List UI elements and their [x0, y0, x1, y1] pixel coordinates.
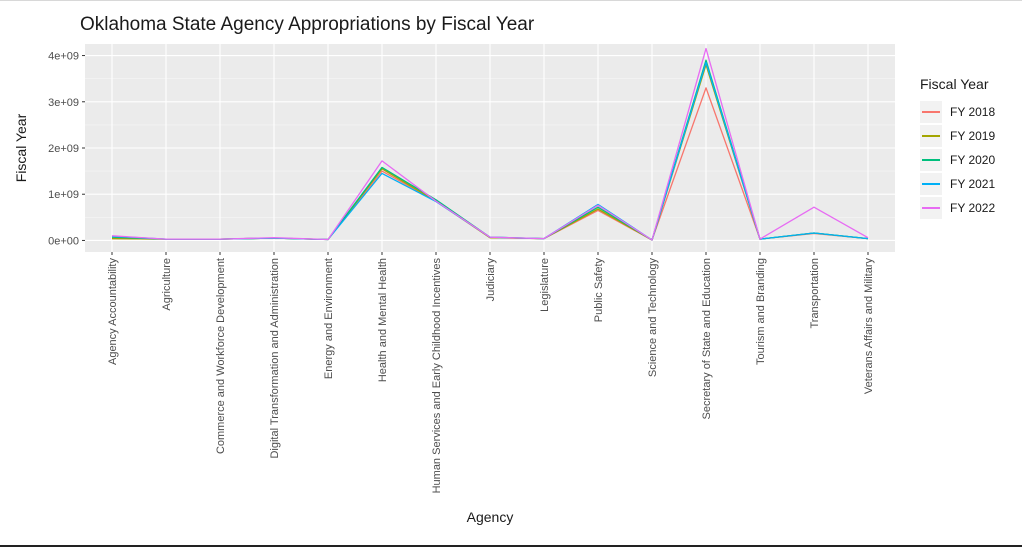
legend-label: FY 2018: [950, 105, 996, 119]
x-tick-label: Legislature: [539, 258, 551, 312]
legend-key: [920, 101, 942, 123]
x-tick-label: Veterans Affairs and Military: [863, 258, 875, 395]
legend-item: FY 2022: [920, 196, 1020, 220]
legend-swatch: [922, 159, 940, 161]
legend-label: FY 2021: [950, 177, 996, 191]
legend-items: FY 2018 FY 2019 FY 2020 FY 2021 FY 2022: [920, 100, 1020, 220]
x-tick-label: Human Services and Early Childhood Incen…: [431, 258, 443, 494]
legend-item: FY 2021: [920, 172, 1020, 196]
legend-label: FY 2019: [950, 129, 996, 143]
legend-swatch: [922, 207, 940, 209]
legend-key: [920, 197, 942, 219]
x-tick-label: Agency Accountability: [107, 258, 119, 366]
chart-title: Oklahoma State Agency Appropriations by …: [80, 14, 535, 35]
x-axis-title: Agency: [467, 509, 514, 525]
legend-key: [920, 125, 942, 147]
x-tick-label: Digital Transformation and Administratio…: [269, 258, 281, 459]
x-tick-label: Commerce and Workforce Development: [215, 258, 227, 454]
x-tick-label: Judiciary: [485, 258, 497, 302]
legend-item: FY 2019: [920, 124, 1020, 148]
x-tick-label: Secretary of State and Education: [701, 258, 713, 419]
y-tick-label: 3e+09: [48, 97, 79, 109]
y-tick-label: 0e+00: [48, 235, 79, 247]
bottom-divider: [0, 545, 1022, 547]
legend: Fiscal Year FY 2018 FY 2019 FY 2020 FY 2021…: [920, 76, 1020, 220]
x-tick-label: Science and Technology: [647, 258, 659, 378]
legend-key: [920, 149, 942, 171]
legend-item: FY 2020: [920, 148, 1020, 172]
y-tick-label: 4e+09: [48, 51, 79, 63]
y-axis-title: Fiscal Year: [13, 113, 29, 182]
x-tick-label: Energy and Environment: [323, 258, 335, 379]
x-tick-label: Agriculture: [161, 258, 173, 311]
x-tick-label: Transportation: [809, 258, 821, 329]
legend-swatch: [922, 111, 940, 113]
legend-swatch: [922, 183, 940, 185]
series-line-fy-2022: [111, 47, 869, 241]
y-tick-label: 2e+09: [48, 143, 79, 155]
y-tick-label: 1e+09: [48, 189, 79, 201]
legend-title: Fiscal Year: [920, 76, 989, 92]
legend-label: FY 2022: [950, 201, 996, 215]
top-divider: [0, 0, 1022, 1]
legend-item: FY 2018: [920, 100, 1020, 124]
x-tick-label: Tourism and Branding: [755, 258, 767, 365]
x-tick-label: Public Safety: [593, 258, 605, 323]
legend-label: FY 2020: [950, 153, 996, 167]
x-tick-label: Health and Mental Health: [377, 258, 389, 382]
legend-swatch: [922, 135, 940, 137]
legend-key: [920, 173, 942, 195]
